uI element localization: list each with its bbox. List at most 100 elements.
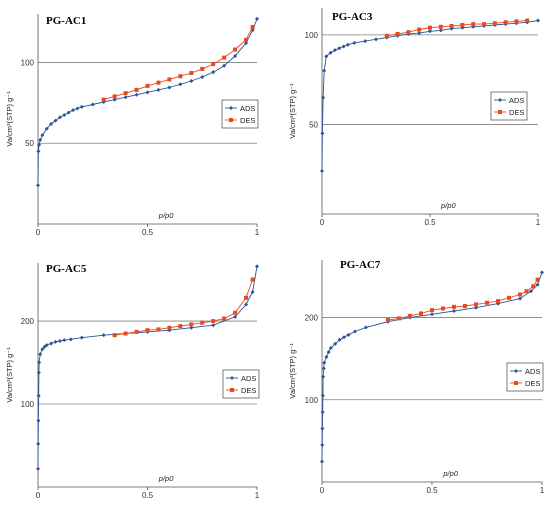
data-point-ads bbox=[320, 459, 324, 464]
data-point-des bbox=[384, 33, 389, 38]
data-point-ads bbox=[322, 360, 327, 365]
data-point-ads bbox=[320, 426, 325, 431]
data-point-des bbox=[503, 20, 508, 25]
data-point-ads bbox=[233, 314, 238, 319]
x-tick-label: 0 bbox=[320, 218, 325, 227]
data-point-ads bbox=[36, 370, 41, 375]
data-point-des bbox=[222, 316, 227, 321]
data-point-des bbox=[535, 277, 540, 282]
data-point-ads bbox=[79, 335, 84, 340]
data-point-des bbox=[200, 320, 205, 325]
data-point-ads bbox=[438, 28, 443, 33]
y-axis-label: Va/cm³(STP) g⁻¹ bbox=[5, 347, 14, 403]
data-point-ads bbox=[529, 289, 533, 294]
data-point-des bbox=[189, 70, 194, 75]
data-point-des bbox=[233, 310, 238, 315]
data-point-ads bbox=[324, 54, 329, 59]
data-point-ads bbox=[345, 42, 350, 47]
data-point-ads bbox=[255, 264, 259, 269]
data-point-ads bbox=[112, 97, 117, 102]
data-point-ads bbox=[40, 347, 45, 352]
data-point-des bbox=[408, 313, 412, 318]
legend-label: DES bbox=[525, 379, 540, 388]
data-point-ads bbox=[37, 360, 42, 365]
data-point-des bbox=[518, 292, 522, 297]
legend-label: DES bbox=[240, 116, 255, 125]
data-point-ads bbox=[36, 418, 41, 423]
legend-box bbox=[490, 91, 528, 121]
data-point-des bbox=[244, 295, 249, 300]
x-tick-label: 0 bbox=[36, 491, 41, 500]
data-point-des bbox=[134, 87, 139, 92]
y-tick-label: 100 bbox=[21, 58, 35, 67]
data-point-ads bbox=[66, 110, 71, 115]
data-point-des bbox=[386, 318, 390, 323]
data-point-ads bbox=[145, 90, 150, 95]
legend-box bbox=[221, 99, 259, 129]
legend: ADS DES bbox=[490, 91, 528, 121]
data-point-ads bbox=[328, 345, 333, 350]
data-point-ads bbox=[211, 70, 216, 75]
y-axis-label: Va/cm³(STP) g⁻¹ bbox=[288, 343, 297, 399]
data-point-ads bbox=[57, 115, 62, 120]
data-point-ads bbox=[37, 142, 42, 147]
data-point-ads bbox=[321, 95, 326, 100]
x-tick-label: 0.5 bbox=[142, 491, 154, 500]
data-point-des bbox=[123, 331, 128, 336]
y-tick-label: 100 bbox=[305, 31, 319, 40]
data-point-des bbox=[250, 24, 255, 29]
data-point-ads bbox=[123, 95, 128, 100]
data-point-ads bbox=[57, 338, 62, 343]
data-point-des bbox=[438, 24, 443, 29]
data-point-ads bbox=[328, 50, 333, 55]
data-point-des bbox=[200, 66, 205, 71]
data-point-ads bbox=[326, 350, 331, 355]
data-point-ads bbox=[518, 296, 522, 301]
data-point-des bbox=[419, 311, 423, 316]
data-point-ads bbox=[40, 133, 45, 138]
data-point-ads bbox=[36, 441, 41, 446]
legend-label: ADS bbox=[241, 374, 256, 383]
data-point-des bbox=[250, 277, 255, 282]
data-point-ads bbox=[320, 169, 324, 174]
data-point-ads bbox=[36, 183, 40, 188]
chart-title: PG-AC3 bbox=[332, 11, 373, 23]
x-axis-label: p/p0 bbox=[440, 201, 456, 210]
x-tick-label: 0.5 bbox=[424, 218, 436, 227]
data-point-ads bbox=[428, 29, 432, 34]
data-point-ads bbox=[320, 131, 325, 136]
data-point-ads bbox=[244, 302, 249, 307]
data-point-ads bbox=[333, 341, 338, 346]
data-point-ads bbox=[189, 325, 194, 330]
data-point-des bbox=[485, 300, 489, 305]
data-point-ads bbox=[71, 108, 76, 113]
data-point-des bbox=[189, 322, 194, 327]
legend-label: ADS bbox=[240, 104, 255, 113]
data-point-des bbox=[145, 83, 150, 88]
data-point-ads bbox=[156, 87, 161, 92]
data-point-des bbox=[145, 328, 150, 333]
chart-title: PG-AC5 bbox=[46, 263, 87, 275]
legend-marker bbox=[230, 388, 234, 392]
data-point-des bbox=[156, 80, 161, 85]
data-point-des bbox=[441, 306, 445, 311]
x-axis-label: p/p0 bbox=[158, 211, 174, 220]
data-point-des bbox=[531, 284, 536, 289]
data-point-ads bbox=[38, 138, 43, 142]
data-point-ads bbox=[49, 341, 54, 346]
data-point-des bbox=[134, 329, 139, 334]
data-point-des bbox=[428, 25, 432, 30]
x-tick-label: 0 bbox=[320, 486, 325, 495]
legend-label: DES bbox=[509, 108, 524, 117]
series-line-des bbox=[114, 279, 254, 336]
data-point-des bbox=[492, 21, 497, 26]
x-tick-label: 1 bbox=[255, 228, 260, 237]
data-point-des bbox=[524, 289, 529, 294]
data-point-ads bbox=[255, 16, 259, 21]
data-point-ads bbox=[134, 92, 139, 97]
data-point-ads bbox=[90, 102, 95, 107]
legend-marker bbox=[230, 376, 234, 380]
data-point-des bbox=[112, 333, 117, 338]
data-point-ads bbox=[233, 54, 238, 58]
